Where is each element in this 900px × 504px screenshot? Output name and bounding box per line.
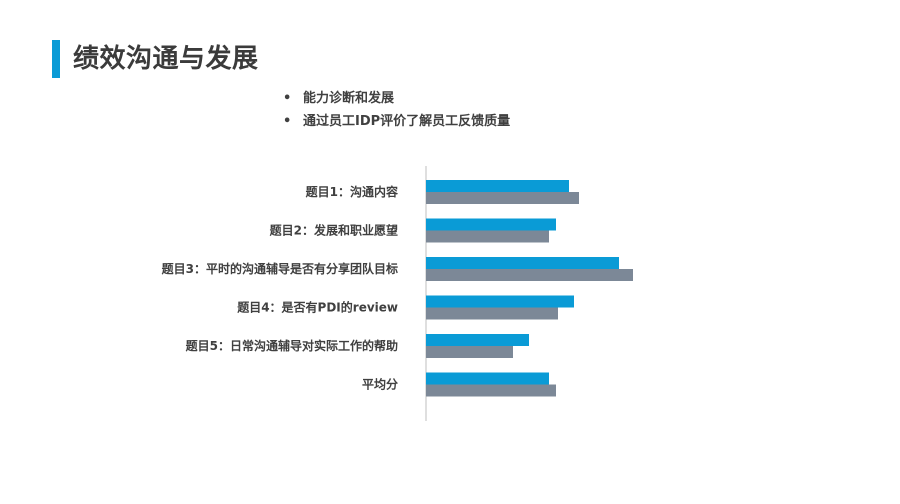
category-label: 题目4：是否有PDI的review [237, 300, 398, 315]
bullet-dot-icon: • [283, 91, 292, 106]
bullet-dot-icon: • [283, 114, 292, 129]
bar-series-1 [426, 257, 619, 269]
title-accent-bar [52, 40, 60, 78]
bar-series-1 [426, 334, 529, 346]
category-label: 题目3：平时的沟通辅导是否有分享团队目标 [162, 261, 398, 276]
bullet-text: 能力诊断和发展 [303, 91, 395, 106]
bullet-item: • 能力诊断和发展 [283, 87, 510, 110]
bar-series-2 [426, 307, 558, 320]
slide-title: 绩效沟通与发展 [73, 44, 259, 74]
bar-series-1 [426, 218, 556, 231]
bar-series-2 [426, 192, 579, 204]
bar-series-2 [426, 230, 549, 243]
bullet-text: 通过员工IDP评价了解员工反馈质量 [303, 114, 511, 129]
bullet-list: • 能力诊断和发展 • 通过员工IDP评价了解员工反馈质量 [283, 87, 510, 133]
bullet-item: • 通过员工IDP评价了解员工反馈质量 [283, 110, 510, 133]
bar-series-1 [426, 295, 574, 308]
bar-series-1 [426, 372, 549, 385]
bar-series-2 [426, 384, 556, 397]
category-label: 题目1：沟通内容 [306, 184, 398, 199]
category-label: 题目5：日常沟通辅导对实际工作的帮助 [186, 338, 398, 353]
bar-series-2 [426, 346, 513, 358]
category-label: 题目2：发展和职业愿望 [270, 223, 398, 238]
bar-series-2 [426, 269, 633, 281]
bar-series-1 [426, 180, 569, 192]
category-label: 平均分 [362, 377, 398, 392]
